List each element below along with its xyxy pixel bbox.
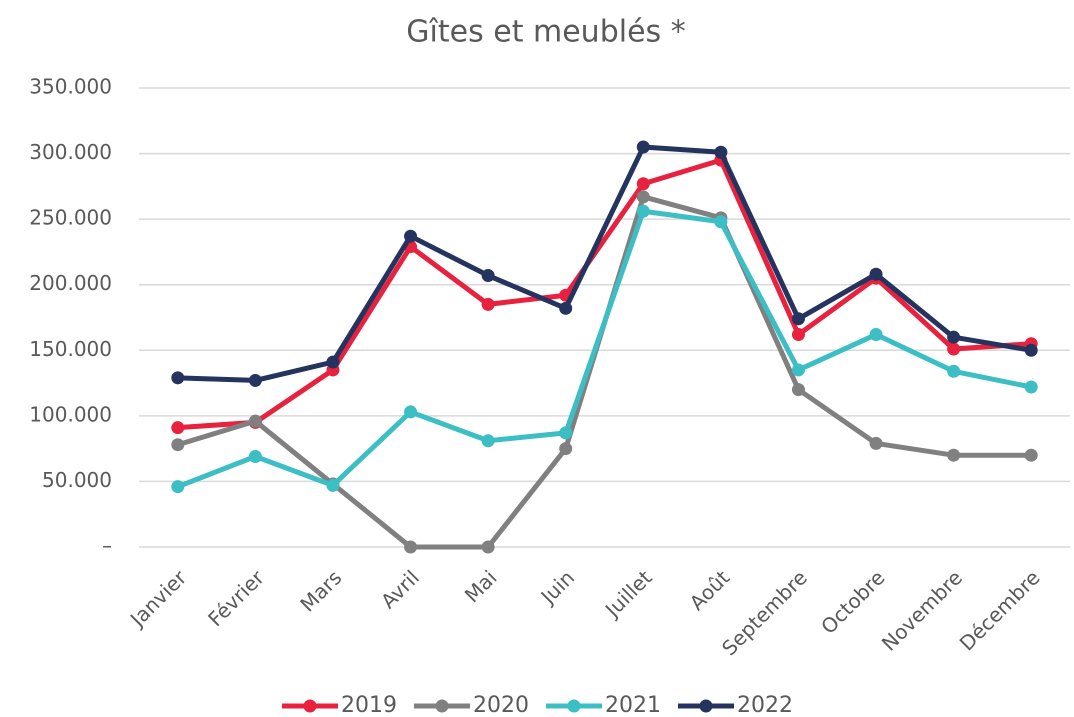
chart-title: Gîtes et meublés * [406, 15, 685, 50]
y-tick-label: – [102, 534, 112, 558]
data-point [714, 145, 728, 159]
x-tick-label: Décembre [955, 565, 1045, 655]
data-point [791, 383, 805, 397]
data-point [248, 450, 262, 464]
data-point [171, 371, 185, 385]
x-tick-label: Août [685, 565, 735, 615]
data-point [791, 312, 805, 326]
legend-marker [303, 699, 317, 713]
data-point [947, 448, 961, 462]
legend-label: 2022 [737, 693, 793, 717]
y-tick-label: 200.000 [29, 271, 112, 295]
data-point [1024, 448, 1038, 462]
data-point [636, 190, 650, 204]
data-point [869, 436, 883, 450]
data-point [636, 140, 650, 154]
data-point [171, 438, 185, 452]
x-tick-label: Février [203, 565, 269, 631]
data-point [404, 540, 418, 554]
x-tick-label: Juin [535, 565, 579, 609]
data-point [1024, 343, 1038, 357]
data-point [404, 405, 418, 419]
legend-marker [567, 699, 581, 713]
data-point [1024, 380, 1038, 394]
series-line [177, 194, 1032, 550]
data-point [947, 330, 961, 344]
data-point [326, 478, 340, 492]
legend-marker [699, 699, 713, 713]
data-point [481, 434, 495, 448]
legend-label: 2021 [605, 693, 661, 717]
data-point [559, 442, 573, 456]
data-point [791, 328, 805, 342]
y-tick-label: 150.000 [29, 337, 112, 361]
x-tick-label: Juillet [599, 565, 657, 623]
data-point [869, 267, 883, 281]
data-point [559, 301, 573, 315]
x-tick-label: Janvier [124, 565, 192, 633]
legend-item: 2021 [546, 693, 661, 717]
x-tick-label: Novembre [877, 565, 967, 655]
data-point [947, 364, 961, 378]
data-point [481, 297, 495, 311]
x-tick-label: Mars [295, 565, 346, 616]
data-point [171, 421, 185, 435]
data-point [869, 328, 883, 342]
data-point [248, 373, 262, 387]
data-point [248, 414, 262, 428]
series-line [177, 157, 1032, 431]
data-point [714, 215, 728, 229]
data-point [947, 342, 961, 356]
data-point [404, 229, 418, 243]
legend-item: 2020 [414, 693, 529, 717]
y-tick-label: 100.000 [29, 402, 112, 426]
data-point [171, 480, 185, 494]
data-point [791, 363, 805, 377]
legend-item: 2019 [282, 693, 397, 717]
y-tick-label: 250.000 [29, 206, 112, 230]
series-line [176, 208, 1032, 490]
data-point [326, 355, 340, 369]
data-point [481, 269, 495, 283]
data-point [636, 204, 650, 218]
y-tick-label: 350.000 [29, 75, 112, 99]
legend-marker [435, 699, 449, 713]
legend-item: 2022 [678, 693, 793, 717]
y-tick-label: 50.000 [42, 468, 112, 492]
x-tick-label: Mai [460, 565, 502, 607]
data-point [559, 426, 573, 440]
data-point [636, 177, 650, 191]
data-point [481, 540, 495, 554]
series-line [177, 144, 1032, 383]
y-tick-label: 300.000 [29, 140, 112, 164]
legend-label: 2019 [341, 693, 397, 717]
x-tick-label: Avril [376, 565, 424, 613]
x-tick-label: Octobre [816, 565, 889, 638]
legend-label: 2020 [473, 693, 529, 717]
